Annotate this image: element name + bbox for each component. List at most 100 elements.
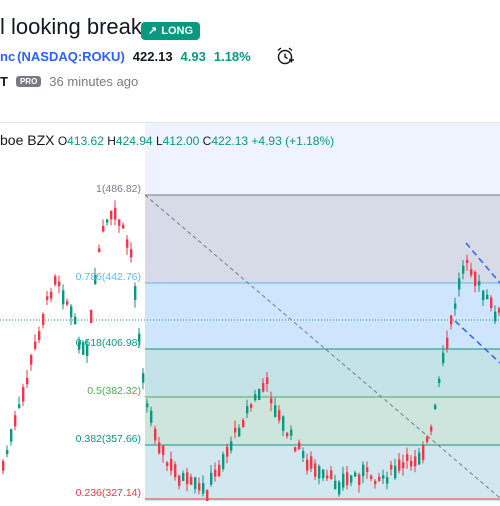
candle-body: [402, 462, 405, 469]
legend-open: 413.62: [67, 134, 104, 148]
candle-body: [50, 291, 53, 299]
candle-body: [98, 248, 101, 253]
legend-low: 412.00: [162, 134, 200, 148]
symbol-row: nc (NASDAQ:ROKU) 422.13 4.93 1.18%: [0, 49, 251, 64]
candle-body: [294, 447, 297, 452]
candle-body: [182, 473, 185, 481]
candle-body: [62, 290, 65, 305]
candle-body: [46, 296, 49, 300]
candle-body: [254, 394, 257, 401]
candle-body: [470, 269, 473, 276]
candle-body: [150, 410, 153, 423]
channel-line-upper: [465, 242, 500, 284]
candle-body: [326, 475, 329, 479]
candle-body: [90, 309, 93, 323]
candle-body: [474, 271, 477, 286]
candle-body: [206, 490, 209, 503]
candle-body: [38, 331, 41, 340]
alarm-clock-icon[interactable]: [275, 46, 295, 71]
candle-body: [202, 482, 205, 494]
candle-body: [342, 473, 345, 488]
candle-body: [490, 297, 493, 308]
candle-body: [34, 341, 37, 349]
candle-body: [434, 404, 437, 410]
candle-body: [178, 475, 181, 486]
candle-body: [94, 274, 97, 284]
candle-body: [322, 469, 325, 478]
idea-header: l looking break ↗ LONG nc (NASDAQ:ROKU) …: [0, 0, 500, 122]
chart-area[interactable]: 1(486.82) 0.786(442.76) 0.618(406.98) 0.…: [0, 122, 500, 505]
candle-body: [358, 474, 361, 485]
arrow-up-right-icon: ↗: [148, 25, 158, 37]
candle-body: [486, 294, 489, 300]
idea-title: l looking break: [0, 14, 142, 39]
candle-body: [414, 456, 417, 467]
symbol-name[interactable]: nc: [0, 49, 16, 64]
candle-body: [482, 290, 485, 301]
fib-label-0382: 0.382(357.66): [76, 433, 141, 445]
candle-body: [446, 337, 449, 349]
symbol-link[interactable]: (NASDAQ:ROKU): [17, 49, 125, 64]
candle-body: [290, 429, 293, 436]
candle-body: [234, 427, 237, 433]
candle-body: [466, 259, 469, 263]
candle-body: [406, 454, 409, 461]
candle-body: [338, 481, 341, 495]
candle-body: [394, 465, 397, 479]
fib-label-0618: 0.618(406.98): [76, 337, 141, 349]
candle-body: [70, 306, 73, 318]
fib-label-0236: 0.236(327.14): [76, 487, 141, 499]
fib-trend-line: [144, 194, 500, 499]
candle-body: [306, 459, 309, 471]
candle-body: [138, 333, 141, 342]
ohlc-legend: boe BZX O413.62 H424.94 L412.00 C422.13 …: [0, 132, 334, 148]
channel-line-lower: [454, 320, 500, 364]
candle-body: [170, 458, 173, 471]
candle-body: [218, 464, 221, 477]
candle-body: [78, 341, 81, 350]
candle-body: [334, 480, 337, 490]
candle-body: [438, 378, 441, 384]
candle-body: [398, 459, 401, 471]
candle-body: [6, 450, 9, 455]
candle-body: [198, 483, 201, 491]
candle-body: [146, 403, 149, 408]
candle-body: [190, 476, 193, 485]
candle-body: [230, 441, 233, 451]
legend-c-label: C: [202, 134, 212, 148]
candle-body: [286, 432, 289, 437]
legend-change: +4.93 (+1.18%): [251, 134, 335, 148]
candle-body: [54, 276, 57, 285]
candle-body: [74, 316, 77, 325]
price-chart[interactable]: 1(486.82) 0.786(442.76) 0.618(406.98) 0.…: [0, 123, 500, 505]
candle-body: [22, 387, 25, 402]
candle-body: [142, 373, 145, 383]
candle-body: [410, 460, 413, 467]
candle-body: [458, 278, 461, 290]
legend-close: 422.13: [211, 134, 249, 148]
candle-body: [282, 416, 285, 431]
candle-body: [250, 404, 253, 408]
candle-body: [454, 303, 457, 309]
selection-highlight: [145, 123, 500, 501]
candle-body: [262, 383, 265, 392]
fib-zone-0786-0618: [145, 283, 500, 349]
candle-body: [114, 207, 117, 220]
author-name[interactable]: T: [0, 74, 8, 89]
candle-body: [186, 472, 189, 485]
published-time: 36 minutes ago: [49, 74, 139, 89]
candle-body: [134, 286, 137, 300]
price-change: 4.93: [180, 49, 206, 64]
candle-body: [238, 427, 241, 437]
candle-body: [390, 464, 393, 470]
legend-symbol: boe BZX: [0, 132, 55, 148]
candle-body: [126, 239, 129, 248]
candle-body: [82, 342, 85, 355]
price: 422.13: [132, 49, 173, 64]
candle-body: [14, 415, 17, 427]
candle-body: [478, 281, 481, 286]
candle-body: [242, 420, 245, 428]
candle-body: [382, 475, 385, 479]
long-badge: ↗ LONG: [141, 22, 200, 40]
candle-body: [42, 314, 45, 325]
